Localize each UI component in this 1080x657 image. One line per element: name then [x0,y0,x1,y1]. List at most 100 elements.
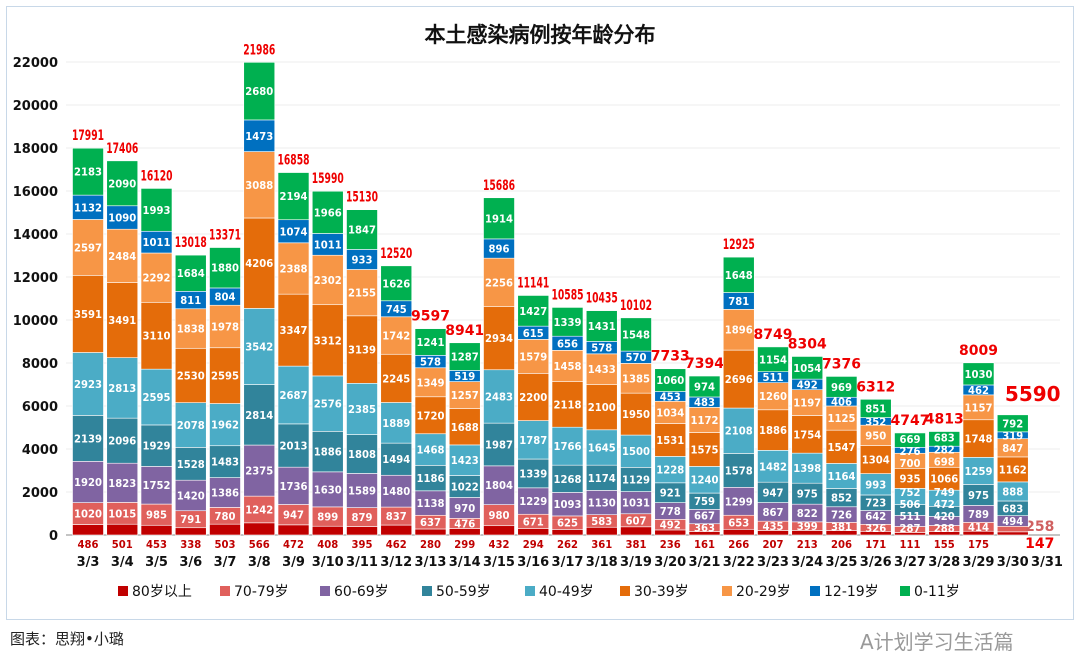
bar-segment [551,426,584,466]
bar-segment [585,429,618,466]
bar-segment [551,464,584,493]
bar-segment [414,490,447,516]
data-label: 1229 [519,495,547,508]
data-label: 852 [831,492,852,505]
data-label: 326 [865,522,886,535]
bar-segment [688,432,721,467]
bar-segment [140,301,173,370]
data-label: 1494 [382,453,410,466]
x-tick-label: 3/29 [963,555,995,570]
bar-segment [209,304,241,349]
data-label: 2680 [245,85,273,98]
data-label: 501 [112,538,133,551]
data-label: 1304 [862,454,890,467]
data-label: 3088 [245,179,273,192]
data-label: 1386 [211,487,239,500]
bar-segment [243,495,276,524]
data-label: 2687 [280,389,308,402]
data-label: 1129 [622,473,650,486]
x-tick-label: 3/31 [1031,555,1063,570]
bar-segment [654,456,687,484]
data-label: 2388 [280,262,308,275]
x-tick-label: 3/23 [757,555,789,570]
data-label: 1060 [656,374,684,387]
data-label: 1688 [451,421,479,434]
data-label: 879 [352,511,373,524]
data-label: 399 [797,520,818,533]
data-label: 2108 [725,425,753,438]
y-tick-label: 8000 [22,357,58,372]
watermark: A计划学习生活篇 [860,630,1014,654]
data-label: 1420 [177,489,205,502]
bar-segment [209,523,241,536]
bar-segment [722,453,755,488]
total-label: 10102 [620,298,652,314]
bar-segment [380,265,413,302]
data-label: 1889 [382,417,410,430]
data-label: 1754 [793,428,821,441]
data-label: 280 [420,538,441,551]
data-label: 970 [454,502,475,515]
x-tick-label: 3/22 [723,555,755,570]
bar-segment [620,434,652,468]
x-tick-label: 3/21 [689,555,721,570]
data-label: 583 [591,515,612,528]
bar-segment [346,434,378,474]
bar-segment [517,295,550,327]
bar-segment [140,188,173,232]
legend-swatch [620,586,630,596]
bar-segment [551,307,584,337]
data-label: 1259 [965,465,993,478]
data-label: 1838 [177,323,205,336]
bar-segment [585,353,618,385]
bar-segment [757,346,789,373]
data-label: 1950 [622,408,650,421]
bar-segment [72,194,104,220]
data-label: 492 [660,519,681,532]
bar-segment [243,522,276,536]
bar-segment [688,375,721,398]
data-label: 985 [146,509,167,522]
bar-segment [791,415,824,454]
bar-segment [620,392,652,436]
data-label: 1154 [759,353,787,366]
x-tick-label: 3/19 [620,555,652,570]
data-label: 1257 [451,389,479,402]
x-tick-label: 3/5 [145,555,168,570]
total-label: 8941 [445,323,484,339]
data-label: 778 [660,505,681,518]
data-label: 867 [763,506,784,519]
x-tick-label: 3/9 [282,555,305,570]
bar-segment [757,382,789,411]
data-label: 462 [968,384,989,397]
bar-segment [825,405,858,431]
data-label: 282 [934,444,955,457]
data-label: 4206 [245,257,273,270]
bar-segment [277,466,310,505]
data-label: 1398 [793,462,821,475]
data-label: 1240 [691,474,719,487]
data-label: 969 [831,381,852,394]
legend-swatch [422,586,432,596]
data-label: 1268 [554,473,582,486]
bar-segment [346,209,378,250]
data-label: 1299 [725,495,753,508]
data-label: 974 [694,380,715,393]
data-label: 1130 [588,497,616,510]
data-label: 947 [283,509,304,522]
bar-segment [106,417,139,464]
x-tick-label: 3/7 [214,555,237,570]
bar-segment [620,467,652,492]
data-label: 1138 [417,497,445,510]
bar-segment [174,402,207,448]
legend-swatch [525,586,535,596]
data-label: 420 [934,510,955,523]
data-label: 492 [797,378,818,391]
y-tick-label: 10000 [13,314,58,329]
data-label: 671 [523,515,544,528]
data-label: 2245 [382,372,410,385]
x-tick-label: 3/12 [380,555,412,570]
bar-segment [722,487,755,516]
x-tick-label: 3/10 [312,555,344,570]
data-label: 1480 [382,485,410,498]
